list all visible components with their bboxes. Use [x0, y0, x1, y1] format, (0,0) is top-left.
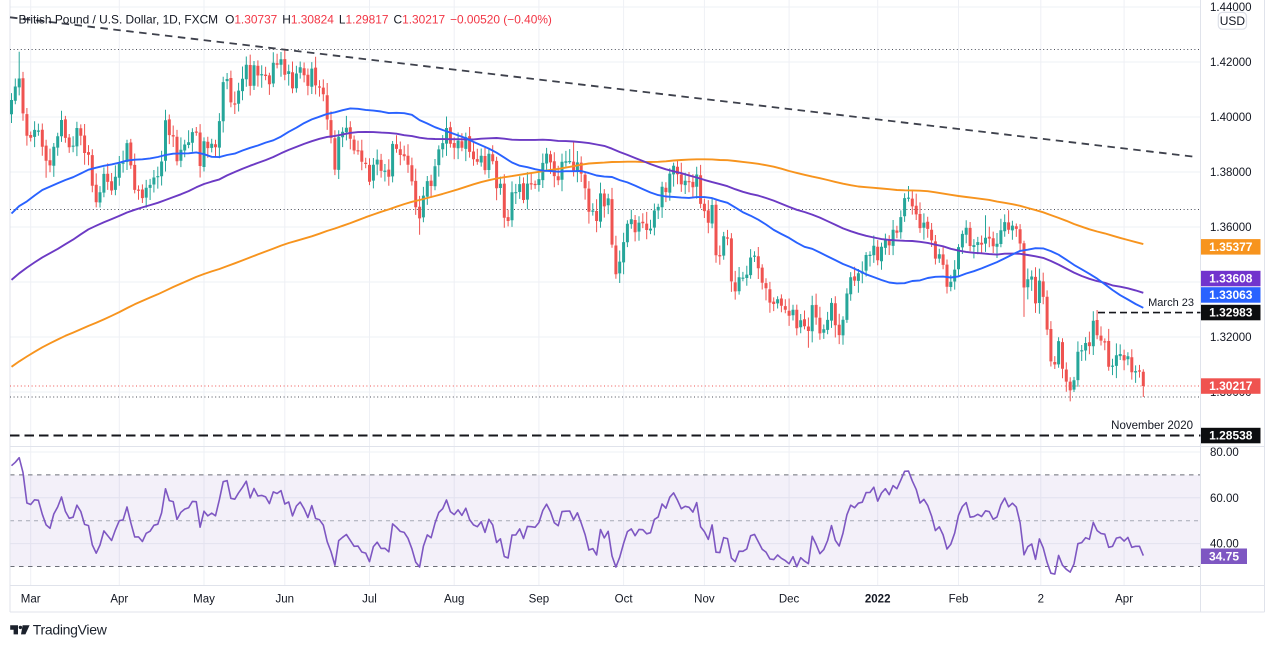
svg-text:1.42000: 1.42000	[1210, 57, 1252, 69]
svg-text:40.00: 40.00	[1210, 539, 1239, 551]
svg-text:Mar: Mar	[21, 594, 41, 606]
svg-text:November 2020: November 2020	[1111, 420, 1193, 432]
svg-text:May: May	[193, 594, 215, 606]
svg-text:Oct: Oct	[615, 594, 634, 606]
svg-text:Jul: Jul	[362, 594, 377, 606]
svg-text:Feb: Feb	[949, 594, 969, 606]
svg-text:34.75: 34.75	[1209, 549, 1239, 563]
svg-text:1.32000: 1.32000	[1210, 332, 1252, 344]
svg-text:1.28538: 1.28538	[1209, 429, 1253, 443]
svg-text:March 23: March 23	[1148, 297, 1194, 309]
svg-text:1.33063: 1.33063	[1209, 288, 1253, 302]
svg-text:Jun: Jun	[276, 594, 295, 606]
svg-text:1.36000: 1.36000	[1210, 222, 1252, 234]
svg-text:1.38000: 1.38000	[1210, 167, 1252, 179]
svg-text:1.35377: 1.35377	[1209, 240, 1253, 254]
svg-text:60.00: 60.00	[1210, 493, 1239, 505]
svg-text:1.40000: 1.40000	[1210, 112, 1252, 124]
svg-text:Apr: Apr	[1115, 594, 1133, 606]
svg-text:Apr: Apr	[110, 594, 128, 606]
svg-text:Dec: Dec	[779, 594, 800, 606]
svg-text:2022: 2022	[865, 594, 891, 606]
svg-text:Nov: Nov	[694, 594, 715, 606]
svg-text:1.32983: 1.32983	[1209, 306, 1253, 320]
svg-text:British Pound / U.S. Dollar, 1: British Pound / U.S. Dollar, 1D, FXCM O1.…	[19, 13, 552, 27]
svg-text:80.00: 80.00	[1210, 447, 1239, 459]
svg-text:Sep: Sep	[529, 594, 549, 606]
svg-text:USD: USD	[1220, 14, 1246, 28]
svg-text:Aug: Aug	[444, 594, 464, 606]
svg-text:1.33608: 1.33608	[1209, 272, 1253, 286]
svg-text:1.30217: 1.30217	[1209, 379, 1253, 393]
svg-text:2: 2	[1038, 594, 1044, 606]
svg-text:TradingView: TradingView	[33, 622, 108, 638]
svg-text:1.44000: 1.44000	[1210, 2, 1252, 14]
